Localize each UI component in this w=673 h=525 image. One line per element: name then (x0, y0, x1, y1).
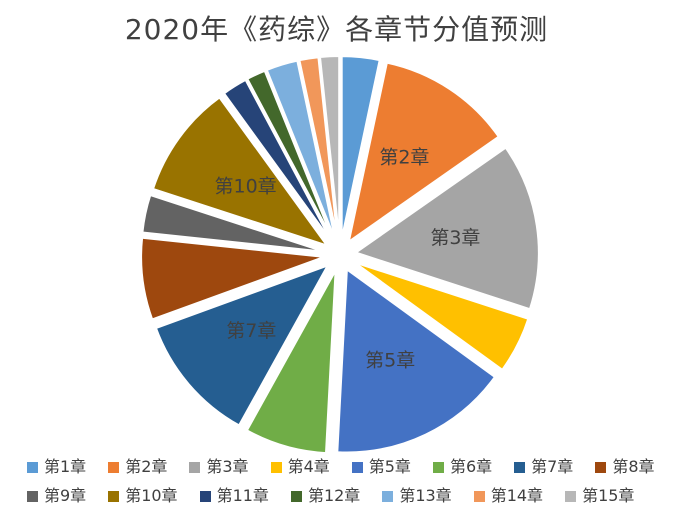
slice-label-第7章: 第7章 (226, 320, 276, 342)
legend-item-第9章: 第9章 (27, 488, 86, 504)
legend-swatch-icon (189, 461, 201, 473)
legend-item-第10章: 第10章 (108, 486, 178, 505)
legend-item-第13章: 第13章 (382, 486, 452, 505)
legend-swatch-icon (270, 461, 282, 473)
legend-swatch-icon (27, 461, 38, 473)
legend-item-第6章: 第6章 (432, 457, 493, 476)
legend-swatch-icon (351, 461, 363, 473)
pie-slice-第12章 (245, 69, 335, 241)
slice-label-第2章: 第2章 (379, 147, 429, 169)
legend-item-第1章: 第1章 (27, 459, 86, 475)
legend-item-第8章: 第8章 (595, 457, 655, 476)
pie-slice-第4章 (353, 261, 530, 372)
pie-slice-第10章 (151, 96, 330, 248)
slice-label-第10章: 第10章 (215, 175, 277, 197)
legend-label: 第9章 (44, 486, 87, 505)
pie-slice-第9章 (141, 193, 325, 253)
legend-label: 第10章 (125, 486, 178, 505)
pie-slice-第7章 (154, 263, 330, 427)
pie-slice-第6章 (245, 269, 337, 455)
legend-label: 第3章 (206, 457, 249, 476)
chart-legend: 第1章 第2章 第3章 第4章 第5章 第6章 第7章 第8章 第9章 第10章 第11章 第12章第… (27, 456, 669, 514)
legend-label: 第2章 (125, 457, 168, 476)
legend-label: 第11章 (216, 486, 269, 505)
chart-title: 2020年《药综》各章节分值预测 (124, 13, 549, 46)
pie-slice-第5章 (336, 267, 497, 454)
legend-swatch-icon (108, 461, 120, 473)
legend-item-第5章: 第5章 (351, 457, 411, 476)
legend-item-第14章: 第14章 (473, 486, 544, 505)
legend-label: 第13章 (399, 486, 452, 505)
pie-slice-第14章 (298, 56, 339, 240)
pie-slice-第3章 (353, 146, 540, 311)
legend-item-第7章: 第7章 (514, 459, 573, 475)
legend-row-2: 第9章 第10章 第11章 第12章 第13章 第14章 第15章 (27, 485, 669, 507)
legend-item-第3章: 第3章 (189, 457, 249, 476)
legend-item-第12章: 第12章 (290, 486, 361, 505)
legend-swatch-icon (382, 490, 394, 502)
pie-slice-第11章 (222, 78, 333, 242)
slice-label-第5章: 第5章 (365, 349, 415, 371)
pie-slice-第2章 (347, 61, 501, 244)
legend-label: 第6章 (449, 457, 493, 476)
legend-label: 第7章 (531, 457, 574, 476)
legend-row-1: 第1章 第2章 第3章 第4章 第5章 第6章 第7章 第8章 (27, 456, 669, 478)
legend-label: 第5章 (368, 457, 411, 476)
legend-label: 第8章 (612, 457, 655, 476)
legend-item-第4章: 第4章 (270, 457, 330, 476)
legend-swatch-icon (473, 490, 485, 502)
legend-label: 第14章 (490, 486, 544, 505)
legend-swatch-icon (290, 490, 302, 502)
pie-slice-第8章 (140, 236, 325, 321)
legend-item-第11章: 第11章 (199, 486, 269, 505)
legend-swatch-icon (199, 490, 211, 502)
legend-label: 第1章 (44, 457, 87, 476)
legend-label: 第4章 (287, 457, 330, 476)
legend-swatch-icon (565, 490, 577, 502)
pie-slice-第1章 (340, 55, 381, 240)
legend-item-第2章: 第2章 (108, 459, 167, 475)
legend-item-第15章: 第15章 (565, 488, 634, 504)
pie-slice-第15章 (318, 54, 341, 240)
legend-swatch-icon (432, 461, 444, 473)
legend-label: 第15章 (582, 486, 635, 505)
pie-slice-第13章 (265, 59, 337, 241)
legend-swatch-icon (108, 490, 120, 502)
legend-swatch-icon (514, 461, 526, 473)
legend-swatch-icon (27, 490, 38, 502)
legend-swatch-icon (595, 461, 607, 473)
slice-label-第3章: 第3章 (430, 227, 480, 249)
legend-label: 第12章 (307, 486, 361, 505)
